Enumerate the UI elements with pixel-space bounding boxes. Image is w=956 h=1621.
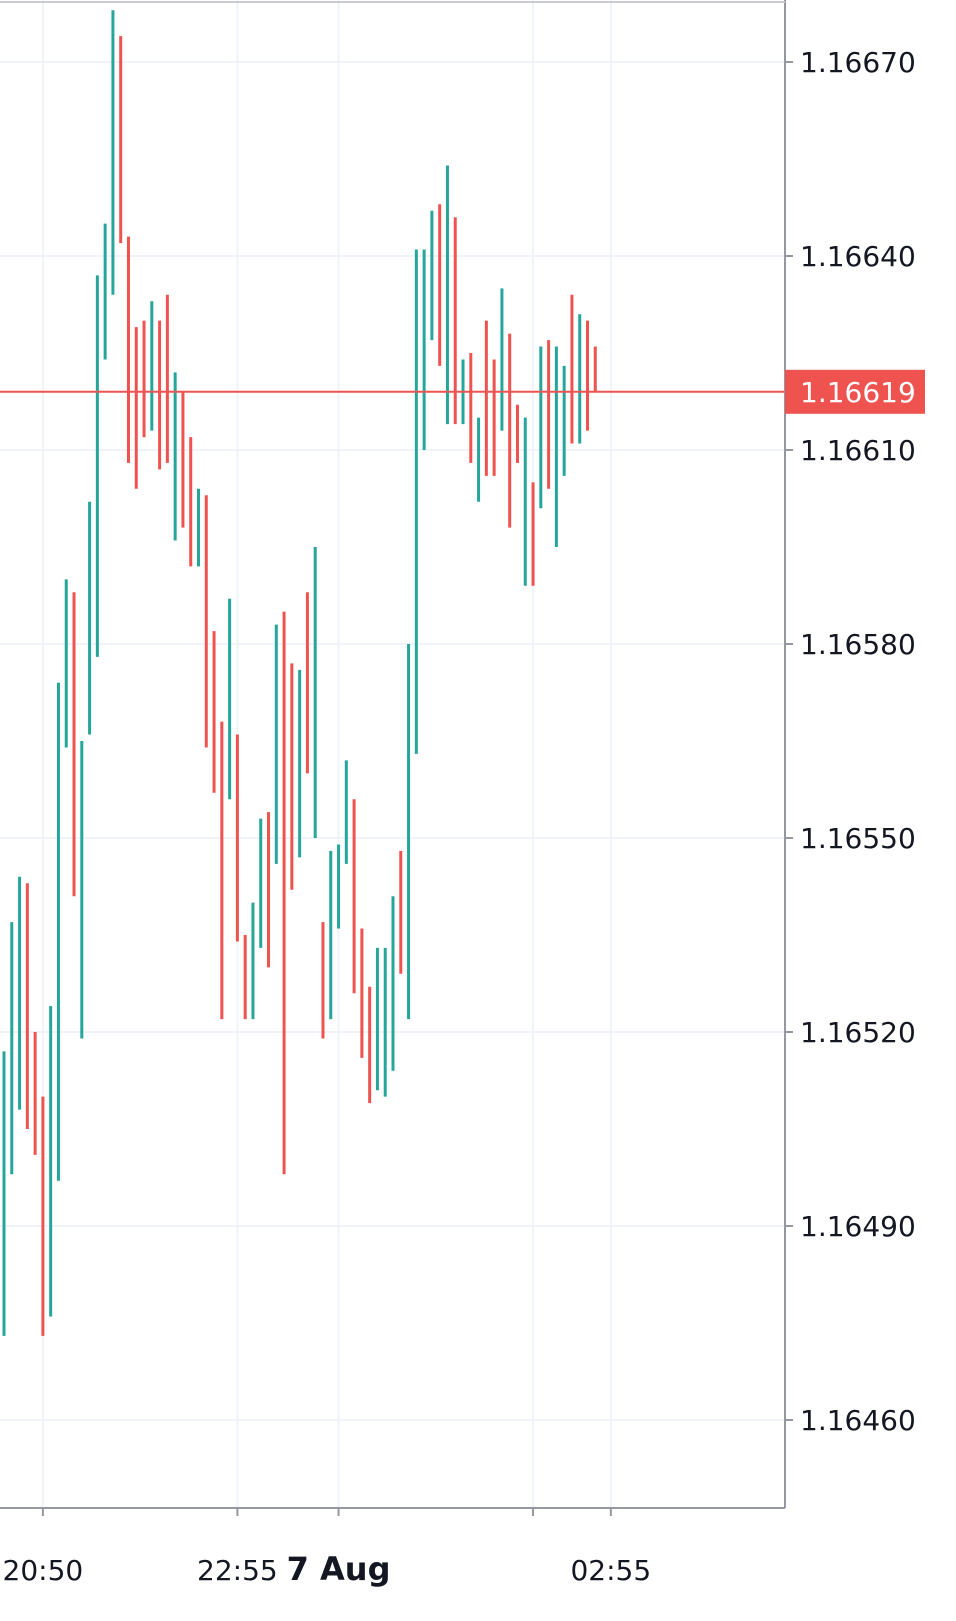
bars-layer — [2, 10, 597, 1336]
x-tick-label: 7 Aug — [287, 1550, 391, 1588]
axis-layer: 1.16670 1.16640 1.16610 1.16580 1.16550 1.165… — [0, 0, 916, 1588]
x-tick-label: 22:55 — [197, 1554, 278, 1587]
y-tick-label: 1.16550 — [800, 822, 916, 855]
y-tick-label: 1.16490 — [800, 1210, 916, 1243]
x-tick-label: 02:55 — [570, 1554, 651, 1587]
current-price-label: 1.16619 — [800, 376, 916, 409]
x-tick-label: 20:50 — [3, 1554, 84, 1587]
y-tick-label: 1.16460 — [800, 1404, 916, 1437]
current-price-label-bg — [785, 369, 925, 414]
grid-layer — [0, 0, 785, 1508]
y-tick-label: 1.16580 — [800, 628, 916, 661]
y-tick-label: 1.16670 — [800, 46, 916, 79]
current-price-label-layer: 1.16619 — [785, 369, 925, 414]
y-tick-label: 1.16640 — [800, 240, 916, 273]
y-tick-label: 1.16520 — [800, 1016, 916, 1049]
y-tick-label: 1.16610 — [800, 434, 916, 467]
